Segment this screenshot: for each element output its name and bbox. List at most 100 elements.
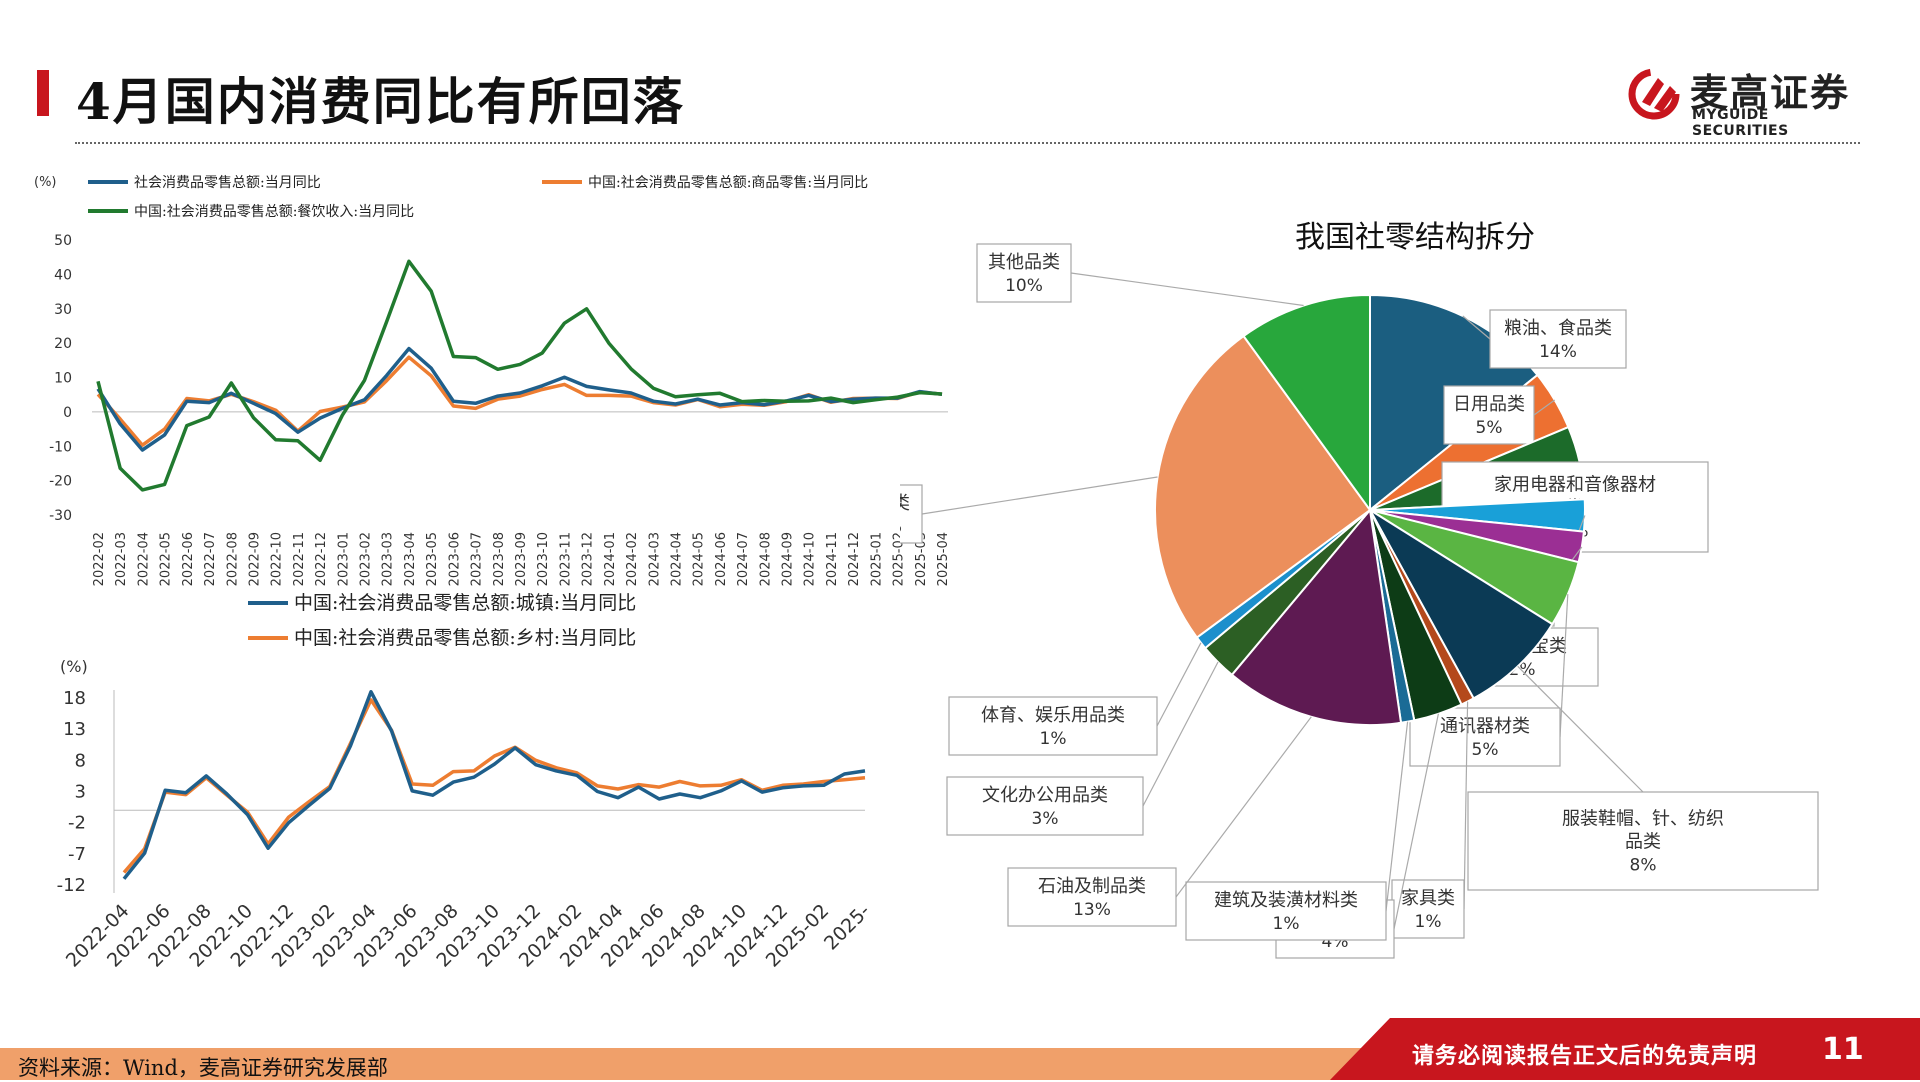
chart2-y-tick: 8 bbox=[75, 750, 86, 771]
pie-leader-line bbox=[922, 477, 1158, 514]
chart1-y-tick: 0 bbox=[63, 405, 72, 421]
logo-english-name: MYGUIDE SECURITIES bbox=[1692, 107, 1858, 139]
page-title: 4月国内消费同比有所回落 bbox=[76, 62, 685, 134]
chart1-x-tick: 2024-03 bbox=[647, 532, 662, 586]
chart1-x-tick: 2024-08 bbox=[758, 532, 773, 586]
chart-retail-sales-yoy: (%) 社会消费品零售总额:当月同比 中国:社会消费品零售总额:商品零售:当月同比中… bbox=[0, 160, 1000, 600]
pie-slice-label: 家用电器和音像器材 bbox=[1494, 475, 1656, 496]
pie-slice-pct: 5% bbox=[1476, 418, 1503, 438]
logo-mark-icon bbox=[1628, 64, 1684, 122]
chart1-x-tick: 2024-11 bbox=[825, 532, 840, 586]
pie-slice-label: 服装鞋帽、针、纺织 bbox=[1562, 809, 1724, 830]
chart1-y-tick: -10 bbox=[49, 439, 72, 455]
chart1-x-tick: 2023-03 bbox=[381, 532, 396, 586]
chart-urban-rural-yoy: 中国:社会消费品零售总额:城镇:当月同比中国:社会消费品零售总额:乡村:当月同比… bbox=[0, 590, 900, 1010]
chart2-unit-label: (%) bbox=[60, 657, 88, 676]
chart2-y-tick: -2 bbox=[68, 813, 86, 834]
chart1-x-tick: 2024-12 bbox=[847, 532, 862, 586]
pie-slice-label: 建筑及装潢材料类 bbox=[1214, 890, 1358, 911]
pie-slice-label: 品类 bbox=[1625, 832, 1661, 853]
chart1-x-tick: 2023-05 bbox=[425, 532, 440, 586]
chart1-x-tick: 2023-01 bbox=[336, 532, 351, 586]
pie-slice-pct: 14% bbox=[1539, 342, 1577, 362]
title-accent-bar bbox=[37, 70, 49, 116]
chart2-legend-label: 中国:社会消费品零售总额:乡村:当月同比 bbox=[294, 627, 636, 649]
pie-slice-pct: 10% bbox=[1005, 276, 1043, 296]
company-logo: 麦高证券 MYGUIDE SECURITIES bbox=[1628, 62, 1858, 124]
pie-slice-label: 家具类 bbox=[1401, 888, 1455, 909]
chart1-x-tick: 2022-06 bbox=[181, 532, 196, 586]
chart1-y-tick: 20 bbox=[54, 336, 72, 352]
chart1-x-tick: 2023-08 bbox=[492, 532, 507, 586]
chart1-unit-label: (%) bbox=[34, 175, 57, 190]
pie-title: 我国社零结构拆分 bbox=[1295, 220, 1535, 255]
chart2-legend-label: 中国:社会消费品零售总额:城镇:当月同比 bbox=[294, 592, 636, 614]
pie-slice-pct: 13% bbox=[1073, 900, 1111, 920]
chart1-x-tick: 2023-07 bbox=[470, 532, 485, 586]
chart1-x-tick: 2023-12 bbox=[581, 532, 596, 586]
source-note: 资料来源：Wind，麦高证券研究发展部 bbox=[18, 1052, 388, 1082]
chart1-x-tick: 2022-04 bbox=[136, 532, 151, 586]
pie-slice-label: 石油及制品类 bbox=[1038, 876, 1146, 897]
chart1-x-tick: 2022-08 bbox=[225, 532, 240, 586]
chart1-x-tick: 2024-04 bbox=[669, 532, 684, 586]
chart1-x-tick: 2024-09 bbox=[781, 532, 796, 586]
header-divider bbox=[75, 142, 1860, 144]
pie-slice-label: 其他品类 bbox=[988, 252, 1060, 273]
pie-slice-label: 粮油、食品类 bbox=[1504, 318, 1612, 339]
chart1-x-tick: 2024-07 bbox=[736, 532, 751, 586]
pie-slice-label: 文化办公用品类 bbox=[982, 785, 1108, 806]
chart1-series-line bbox=[98, 261, 942, 490]
chart1-y-tick: 50 bbox=[54, 233, 72, 249]
chart2-y-tick: -7 bbox=[68, 844, 86, 865]
pie-slice-pct: 8% bbox=[1630, 856, 1657, 876]
pie-leader-line bbox=[1176, 717, 1311, 897]
chart1-x-tick: 2022-05 bbox=[159, 532, 174, 586]
chart1-y-tick: -20 bbox=[49, 474, 72, 490]
chart1-x-tick: 2023-02 bbox=[359, 532, 374, 586]
chart1-legend-label: 中国:社会消费品零售总额:餐饮收入:当月同比 bbox=[134, 204, 414, 220]
chart1-legend-label: 社会消费品零售总额:当月同比 bbox=[134, 175, 321, 191]
chart1-x-tick: 2022-03 bbox=[114, 532, 129, 586]
pie-slice-pct: 5% bbox=[1472, 740, 1499, 760]
chart1-x-tick: 2022-10 bbox=[270, 532, 285, 586]
chart1-x-tick: 2023-11 bbox=[558, 532, 573, 586]
chart1-x-tick: 2022-09 bbox=[247, 532, 262, 586]
pie-slice-pct: 1% bbox=[1415, 912, 1442, 932]
chart2-y-tick: 3 bbox=[75, 782, 86, 803]
chart2-y-tick: 13 bbox=[63, 719, 86, 740]
page-number: 11 bbox=[1822, 1032, 1864, 1067]
pie-slice-pct: 25% bbox=[900, 517, 902, 537]
chart1-legend-label: 中国:社会消费品零售总额:商品零售:当月同比 bbox=[588, 175, 868, 191]
pie-leader-line bbox=[1157, 643, 1201, 726]
pie-slice-label: 通讯器材类 bbox=[1440, 716, 1530, 737]
chart1-x-tick: 2022-02 bbox=[92, 532, 107, 586]
chart-retail-structure-pie: 我国社零结构拆分粮油、食品类14%日用品类5%家用电器和音像器材类6%化妆品类2… bbox=[900, 200, 1900, 980]
pie-slice-label: 体育、娱乐用品类 bbox=[981, 705, 1125, 726]
chart2-x-tick: 2025- bbox=[820, 900, 875, 955]
chart1-x-tick: 2023-10 bbox=[536, 532, 551, 586]
chart1-x-tick: 2024-05 bbox=[692, 532, 707, 586]
chart1-x-tick: 2024-01 bbox=[603, 532, 618, 586]
pie-leader-line bbox=[1071, 273, 1304, 306]
chart1-y-tick: 40 bbox=[54, 267, 72, 283]
chart2-y-tick: 18 bbox=[63, 688, 86, 709]
chart1-x-tick: 2024-10 bbox=[803, 532, 818, 586]
disclaimer-text: 请务必阅读报告正文后的免责声明 bbox=[1412, 1038, 1757, 1070]
pie-slice-pct: 1% bbox=[1040, 729, 1067, 749]
chart1-x-tick: 2024-06 bbox=[714, 532, 729, 586]
chart1-y-tick: -30 bbox=[49, 508, 72, 524]
chart1-x-tick: 2022-07 bbox=[203, 532, 218, 586]
chart1-x-tick: 2022-11 bbox=[292, 532, 307, 586]
chart2-y-tick: -12 bbox=[57, 875, 86, 896]
chart1-y-tick: 30 bbox=[54, 302, 72, 318]
chart1-x-tick: 2023-04 bbox=[403, 532, 418, 586]
chart1-x-tick: 2023-09 bbox=[514, 532, 529, 586]
pie-slice-label: 汽车类 bbox=[900, 493, 910, 514]
pie-slice-pct: 3% bbox=[1032, 809, 1059, 829]
pie-slice-label: 日用品类 bbox=[1453, 394, 1525, 415]
chart1-y-tick: 10 bbox=[54, 371, 72, 387]
chart1-x-tick: 2025-01 bbox=[869, 532, 884, 586]
pie-slice-pct: 1% bbox=[1273, 914, 1300, 934]
chart1-x-tick: 2023-06 bbox=[447, 532, 462, 586]
